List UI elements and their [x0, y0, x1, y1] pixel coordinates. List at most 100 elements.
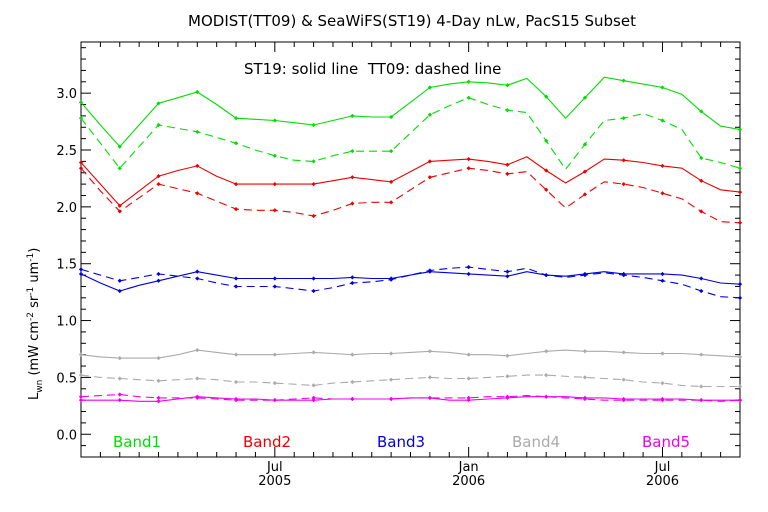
data-point [272, 208, 277, 213]
data-point [195, 89, 200, 95]
data-point [582, 349, 588, 354]
series-layer [78, 76, 743, 404]
legend-label-band5: Band5 [642, 433, 690, 451]
data-point [621, 158, 626, 163]
data-point [388, 179, 394, 184]
data-point [699, 209, 704, 214]
data-point [582, 192, 588, 197]
series-band1-dashed [78, 95, 743, 171]
data-point [233, 276, 239, 281]
data-point [117, 209, 122, 214]
data-point [388, 377, 394, 382]
data-point [737, 282, 743, 287]
data-point [699, 178, 704, 183]
data-point [737, 295, 743, 300]
series-line [80, 374, 740, 388]
data-point [388, 277, 394, 282]
data-point [582, 142, 588, 147]
data-point [350, 275, 355, 280]
y-tick-label: 0.0 [56, 428, 77, 443]
data-point [156, 395, 161, 400]
legend-label-band4: Band4 [512, 433, 560, 451]
y-tick-label: 0.5 [56, 371, 77, 386]
data-point [350, 396, 355, 402]
data-point [195, 269, 200, 274]
data-point [233, 379, 239, 385]
data-point [78, 166, 84, 171]
data-point [156, 101, 161, 106]
chart-title: MODIST(TT09) & SeaWiFS(ST19) 4-Day nLw, … [188, 12, 636, 30]
data-point [466, 95, 471, 100]
series-band3-dashed [78, 265, 743, 300]
data-point [311, 213, 316, 219]
series-band5-dashed [78, 392, 743, 403]
data-point [699, 155, 704, 161]
x-tick-month-label: Jul [654, 460, 671, 475]
series-line [80, 393, 741, 402]
data-point [466, 398, 471, 403]
data-point [466, 395, 471, 400]
data-point [505, 162, 510, 167]
series-band2-dashed [78, 166, 743, 225]
series-line [80, 156, 741, 207]
series-line [80, 271, 741, 292]
data-point [350, 149, 355, 154]
data-point [427, 268, 433, 273]
data-point [117, 144, 122, 149]
data-point [427, 375, 433, 380]
data-point [388, 200, 394, 205]
data-point [737, 220, 743, 225]
data-point [117, 398, 122, 403]
data-point [505, 374, 510, 379]
data-point [350, 280, 355, 286]
data-point [544, 187, 549, 192]
data-point [621, 182, 626, 187]
y-tick-label: 2.0 [56, 201, 77, 216]
data-point [272, 284, 277, 289]
plot-frame [80, 41, 741, 458]
legend-label-band3: Band3 [377, 433, 425, 451]
series-band1-solid [78, 76, 743, 149]
data-point [427, 395, 433, 400]
data-point [388, 149, 394, 154]
x-tick-year-label: 2006 [646, 474, 679, 489]
series-band5-solid [78, 394, 743, 404]
data-point [660, 118, 665, 123]
data-point [117, 278, 122, 283]
legend-label-band2: Band2 [243, 433, 291, 451]
y-axis-label-unit-open: (mW cm [27, 321, 42, 380]
data-point [156, 355, 161, 361]
data-point [311, 383, 316, 388]
data-point [233, 398, 239, 403]
data-point [272, 182, 277, 187]
y-axis-label-exp3: -1 [26, 253, 36, 262]
data-point [427, 112, 433, 117]
data-point [195, 348, 200, 353]
data-point [272, 276, 277, 281]
data-point [233, 141, 239, 146]
data-point [466, 265, 471, 270]
data-point [466, 79, 471, 84]
series-line [80, 167, 741, 224]
x-tick-year-label: 2006 [452, 474, 485, 489]
data-point [544, 138, 549, 144]
data-point [311, 159, 316, 164]
data-point [117, 376, 122, 381]
data-point [311, 276, 316, 281]
data-point [156, 399, 161, 404]
x-tick-year-label: 2005 [258, 474, 291, 489]
data-point [311, 288, 316, 294]
data-point [505, 269, 510, 274]
data-point [466, 376, 471, 381]
series-line [80, 76, 741, 148]
data-point [582, 396, 588, 402]
data-point [505, 108, 510, 113]
data-point [156, 174, 161, 179]
y-tick-label: 1.0 [56, 315, 77, 330]
data-point [388, 351, 394, 356]
data-point [660, 271, 665, 277]
data-point [466, 166, 471, 171]
data-point [195, 395, 200, 400]
legend: Band1 Band2 Band3 Band4 Band5 [113, 433, 690, 451]
